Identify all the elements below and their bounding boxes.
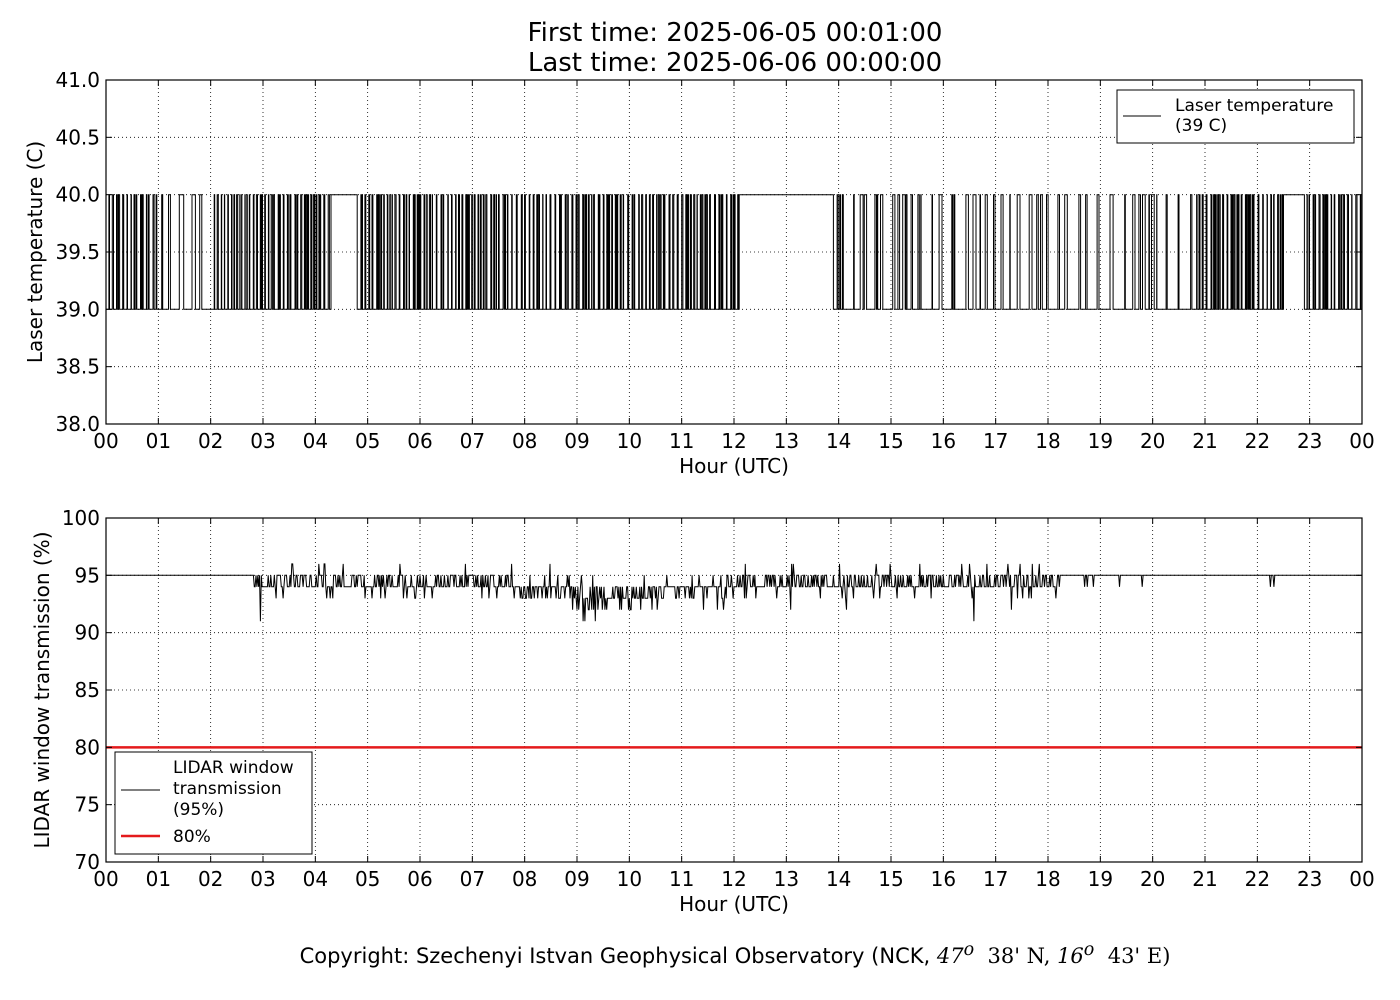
x-tick-label: 19: [1088, 867, 1113, 891]
x-tick-label: 20: [1140, 867, 1165, 891]
x-tick-label: 00: [93, 867, 118, 891]
x-tick-label: 07: [460, 867, 485, 891]
copyright-prefix: Copyright: Szechenyi Istvan Geophysical …: [299, 944, 937, 968]
x-tick-label: 02: [198, 867, 223, 891]
x-axis-label: Hour (UTC): [679, 892, 789, 916]
y-tick-label: 38.5: [55, 355, 100, 379]
x-tick-label: 03: [250, 429, 275, 453]
x-tick-label: 11: [669, 867, 694, 891]
y-tick-label: 39.0: [55, 297, 100, 321]
y-axis-label: LIDAR window transmission (%): [30, 532, 54, 849]
x-tick-label: 17: [983, 429, 1008, 453]
x-tick-label: 06: [407, 867, 432, 891]
x-axis-label: Hour (UTC): [679, 454, 789, 478]
x-tick-label: 01: [146, 867, 171, 891]
y-tick-label: 39.5: [55, 240, 100, 264]
x-tick-label: 07: [460, 429, 485, 453]
chart-title-last-time: Last time: 2025-06-06 00:00:00: [527, 48, 943, 78]
x-tick-label: 19: [1088, 429, 1113, 453]
legend-label-laser: (39 C): [1175, 116, 1227, 136]
x-tick-label: 14: [826, 867, 851, 891]
x-tick-label: 13: [774, 867, 799, 891]
y-tick-label: 75: [75, 793, 100, 817]
chart-title-first-time: First time: 2025-06-05 00:01:00: [527, 18, 943, 48]
x-tick-label: 12: [721, 429, 746, 453]
x-tick-label: 00: [1349, 429, 1374, 453]
x-tick-label: 18: [1035, 867, 1060, 891]
lidar-transmission-series: [106, 563, 1362, 622]
x-tick-label: 16: [931, 429, 956, 453]
copyright-footer: Copyright: Szechenyi Istvan Geophysical …: [0, 936, 1400, 970]
legend-label-lidar: transmission: [173, 779, 282, 799]
x-tick-label: 09: [564, 867, 589, 891]
x-tick-label: 22: [1245, 429, 1270, 453]
x-tick-label: 18: [1035, 429, 1060, 453]
x-tick-label: 05: [355, 429, 380, 453]
y-tick-label: 70: [75, 850, 100, 874]
x-tick-label: 10: [617, 429, 642, 453]
x-tick-label: 00: [1349, 867, 1374, 891]
y-tick-label: 40.0: [55, 183, 100, 207]
x-tick-label: 01: [146, 429, 171, 453]
x-tick-label: 06: [407, 429, 432, 453]
x-tick-label: 21: [1192, 867, 1217, 891]
y-tick-label: 80: [75, 735, 100, 759]
x-tick-label: 23: [1297, 429, 1322, 453]
x-tick-label: 00: [93, 429, 118, 453]
x-tick-label: 04: [303, 867, 328, 891]
laser-temperature-series: [106, 194, 1363, 310]
y-tick-label: 38.0: [55, 412, 100, 436]
x-tick-label: 05: [355, 867, 380, 891]
x-tick-label: 12: [721, 867, 746, 891]
y-tick-label: 41.0: [55, 68, 100, 92]
x-tick-label: 11: [669, 429, 694, 453]
y-axis-label: Laser temperature (C): [23, 141, 47, 363]
x-tick-label: 09: [564, 429, 589, 453]
x-tick-label: 17: [983, 867, 1008, 891]
latitude-degrees: 47o: [936, 940, 975, 968]
y-tick-label: 95: [75, 563, 100, 587]
latitude-minutes: 38' N,: [987, 944, 1058, 968]
legend-label-lidar: (95%): [173, 800, 224, 820]
x-tick-label: 15: [878, 867, 903, 891]
x-tick-label: 03: [250, 867, 275, 891]
legend-label-80: 80%: [173, 827, 211, 847]
x-tick-label: 02: [198, 429, 223, 453]
x-tick-label: 13: [774, 429, 799, 453]
x-tick-label: 23: [1297, 867, 1322, 891]
longitude-degrees: 16o: [1057, 940, 1095, 968]
x-tick-label: 16: [931, 867, 956, 891]
x-tick-label: 20: [1140, 429, 1165, 453]
x-tick-label: 14: [826, 429, 851, 453]
x-tick-label: 22: [1245, 867, 1270, 891]
x-tick-label: 10: [617, 867, 642, 891]
x-tick-label: 21: [1192, 429, 1217, 453]
legend-label-laser: Laser temperature: [1175, 96, 1333, 116]
x-tick-label: 08: [512, 429, 537, 453]
legend-label-lidar: LIDAR window: [173, 758, 294, 778]
x-tick-label: 15: [878, 429, 903, 453]
y-tick-label: 40.5: [55, 125, 100, 149]
y-tick-label: 90: [75, 621, 100, 645]
y-tick-label: 85: [75, 678, 100, 702]
y-tick-label: 100: [62, 506, 100, 530]
longitude-minutes: 43' E): [1107, 944, 1171, 968]
x-tick-label: 08: [512, 867, 537, 891]
x-tick-label: 04: [303, 429, 328, 453]
